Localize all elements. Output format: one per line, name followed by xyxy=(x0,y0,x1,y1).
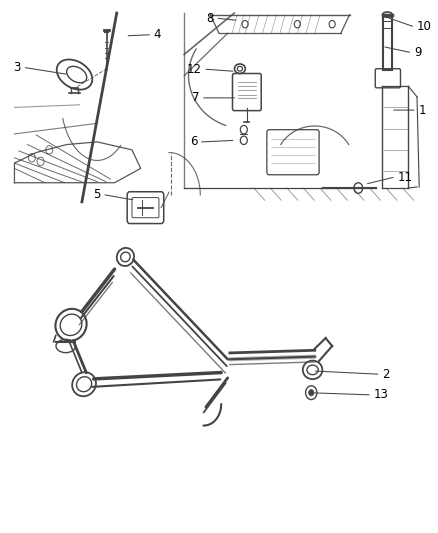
Text: 7: 7 xyxy=(192,91,199,104)
Text: 1: 1 xyxy=(418,103,426,117)
Text: 9: 9 xyxy=(414,46,421,59)
Text: 10: 10 xyxy=(417,20,432,33)
Text: 8: 8 xyxy=(206,12,214,25)
Text: 6: 6 xyxy=(190,135,197,148)
Text: 11: 11 xyxy=(397,171,413,184)
Text: 3: 3 xyxy=(14,61,21,74)
Text: 5: 5 xyxy=(93,189,101,201)
Text: 13: 13 xyxy=(374,389,389,401)
Text: 2: 2 xyxy=(382,368,390,381)
Text: 4: 4 xyxy=(154,28,161,41)
Circle shape xyxy=(309,390,314,396)
Text: 12: 12 xyxy=(187,63,201,76)
